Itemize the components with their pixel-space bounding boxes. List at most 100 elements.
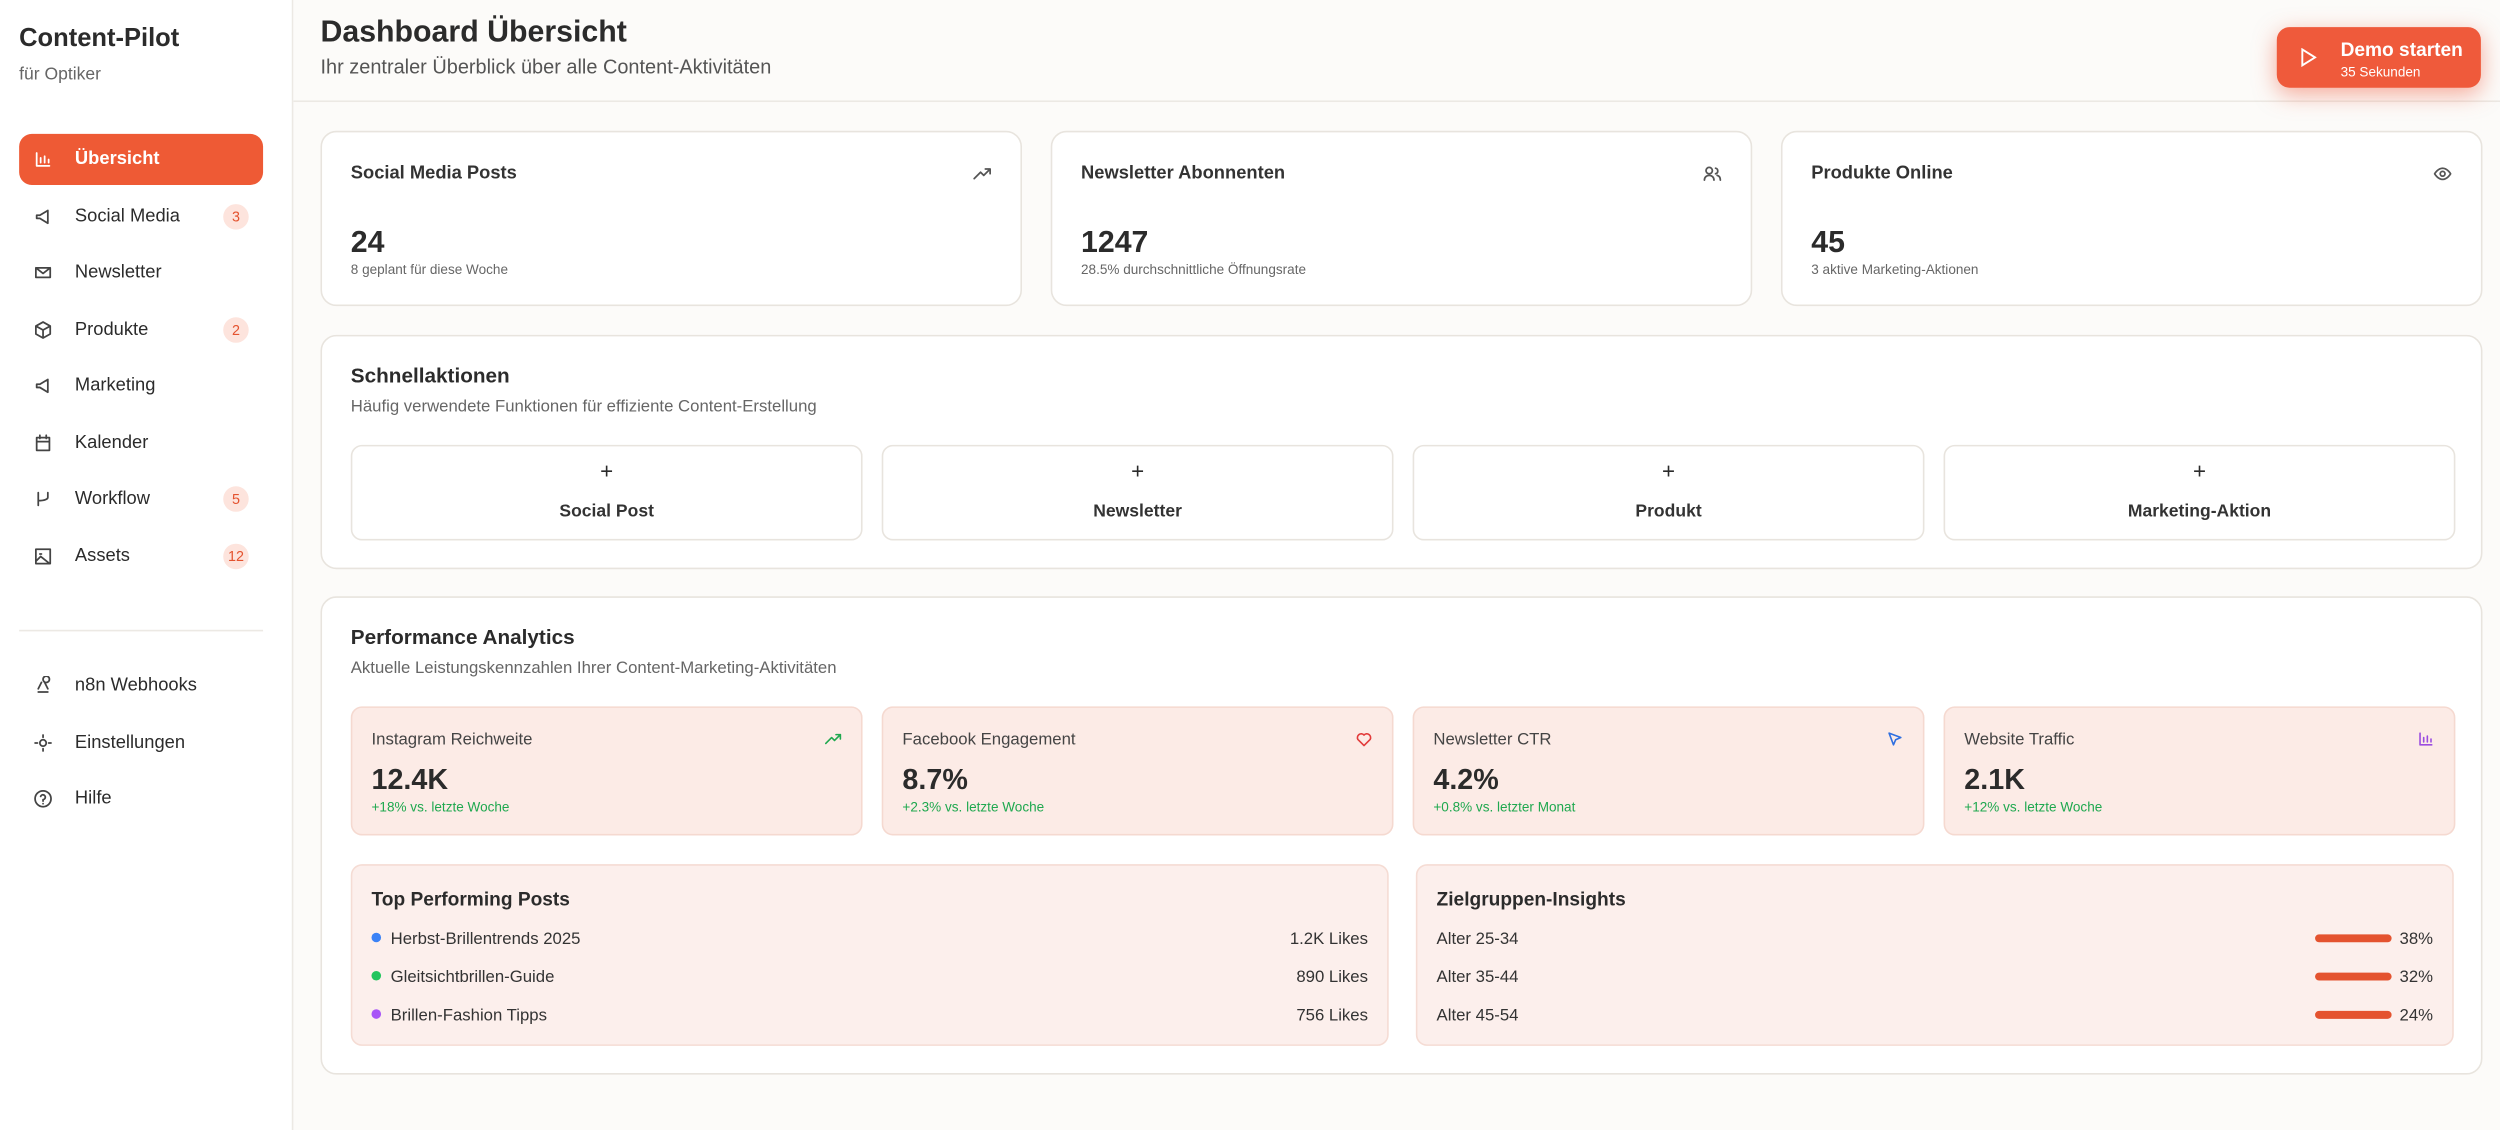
icon [35, 208, 49, 224]
post-name: Gleitsichtbrillen-Guide [390, 967, 555, 987]
insight-share: 24% [2399, 1006, 2434, 1026]
metric-card: Facebook Engagement 8.7% +2.3% vs. letzte … [881, 706, 1394, 836]
nav-label: Assets [74, 546, 130, 566]
post-row: Brillen-Fashion Tipps 756 Likes [371, 1006, 1368, 1028]
nav-item[interactable]: n8n Webhooks [19, 660, 263, 711]
metric-label: Instagram Reichweite [371, 730, 533, 750]
metric-card: Website Traffic 2.1K +12% vs. letzte Woche [1943, 706, 2456, 836]
metric-change: +12% vs. letzte Woche [1964, 798, 2103, 815]
brand-subtitle: für Optiker [19, 65, 102, 85]
insights: Zielgruppen-Insights Alter 25-34 38% Alter… [1415, 864, 2454, 1046]
icon [1703, 166, 1722, 182]
icon [37, 676, 51, 693]
nav-item[interactable]: Übersicht [19, 133, 264, 185]
icon [973, 168, 991, 180]
nav-item[interactable]: Assets 12 [19, 530, 263, 581]
insight-share: 38% [2399, 929, 2434, 949]
page-title: Dashboard Übersicht [320, 15, 627, 50]
nav-item[interactable]: Hilfe [19, 773, 263, 824]
icon [34, 733, 52, 752]
top-posts: Top Performing Posts Herbst-Brillentrend… [350, 864, 1389, 1046]
insight-row: Alter 35-44 32% [1437, 968, 2434, 990]
nav-item[interactable]: Marketing [19, 360, 263, 411]
insight-row: Alter 25-34 38% [1437, 930, 2434, 952]
panel-subtitle: Aktuelle Leistungskennzahlen Ihrer Conte… [350, 658, 837, 678]
metric-change: +2.3% vs. letzte Woche [902, 798, 1045, 815]
insight-bar [2315, 934, 2392, 943]
icon [34, 320, 52, 339]
icon [35, 433, 51, 451]
divider [19, 629, 264, 632]
metric-value: 4.2% [1433, 763, 1499, 796]
nav-item[interactable]: Newsletter [19, 247, 263, 298]
plus-icon: + [1662, 457, 1676, 484]
nav-label: n8n Webhooks [74, 676, 197, 696]
metric-card: Newsletter CTR 4.2% +0.8% vs. letzter Mona… [1412, 706, 1925, 836]
nav-item[interactable]: Kalender [19, 417, 263, 468]
nav-label: Übersicht [74, 149, 160, 170]
quick-action[interactable]: + Produkt [1412, 444, 1925, 541]
demo-button[interactable]: Demo starten 35 Sekunden [2276, 27, 2481, 88]
quick-action[interactable]: + Social Post [350, 444, 863, 541]
stat-note: 3 aktive Marketing-Aktionen [1811, 261, 1979, 278]
metric-change: +18% vs. letzte Woche [371, 798, 510, 815]
dot [371, 1009, 382, 1019]
stat-card: Produkte Online 45 3 aktive Marketing-Akti… [1780, 130, 2483, 307]
metric-label: Website Traffic [1964, 730, 2075, 750]
stat-card: Newsletter Abonnenten 1247 28.5% durchschn… [1050, 130, 1753, 307]
plus-icon: + [600, 457, 614, 484]
post-likes: 756 Likes [1296, 1006, 1368, 1026]
card-title: Top Performing Posts [371, 888, 570, 911]
header: Dashboard Übersicht Ihr zentraler Überbl… [293, 0, 2500, 103]
quick-action-label: Social Post [559, 502, 654, 522]
nav-label: Marketing [74, 376, 156, 396]
quick-actions-panel: Schnellaktionen Häufig verwendete Funkti… [320, 334, 2483, 570]
insight-row: Alter 45-54 24% [1437, 1006, 2434, 1028]
insight-label: Alter 25-34 [1436, 929, 1519, 949]
plus-icon: + [2192, 457, 2207, 484]
post-likes: 890 Likes [1296, 967, 1368, 987]
nav-item[interactable]: Produkte 2 [19, 304, 263, 355]
nav-item[interactable]: Einstellungen [19, 717, 263, 768]
metric-value: 2.1K [1964, 763, 2025, 796]
icon [35, 152, 51, 167]
post-name: Herbst-Brillentrends 2025 [390, 929, 581, 949]
metric-value: 8.7% [902, 763, 968, 796]
nav-label: Kalender [74, 432, 149, 453]
post-likes: 1.2K Likes [1289, 929, 1368, 949]
brand: Content-Pilot [19, 25, 180, 53]
icon [824, 733, 842, 745]
metric-value: 12.4K [371, 763, 449, 796]
nav-item[interactable]: Social Media 3 [19, 191, 263, 242]
insight-bar [2315, 1010, 2392, 1019]
icon [37, 491, 49, 507]
quick-action-label: Marketing-Aktion [2127, 502, 2272, 522]
quick-action[interactable]: + Newsletter [881, 444, 1394, 541]
quick-action-label: Produkt [1635, 502, 1702, 522]
stat-value: 1247 [1081, 226, 1149, 260]
nav-item[interactable]: Workflow 5 [19, 474, 263, 525]
card-title: Zielgruppen-Insights [1436, 888, 1626, 911]
quick-action[interactable]: + Marketing-Aktion [1943, 444, 2456, 541]
demo-sub: 35 Sekunden [2340, 63, 2421, 80]
nav-badge: 5 [223, 486, 249, 512]
insight-share: 32% [2399, 967, 2434, 987]
post-row: Herbst-Brillentrends 2025 1.2K Likes [371, 930, 1368, 952]
nav-label: Einstellungen [74, 732, 186, 752]
analytics-panel: Performance Analytics Aktuelle Leistungs… [320, 596, 2483, 1075]
insight-label: Alter 35-44 [1436, 967, 1519, 987]
panel-title: Performance Analytics [350, 625, 575, 649]
post-name: Brillen-Fashion Tipps [390, 1006, 547, 1026]
nav-label: Newsletter [74, 263, 162, 283]
stat-value: 24 [350, 226, 385, 260]
stat-note: 28.5% durchschnittliche Öffnungsrate [1081, 261, 1307, 278]
page-subtitle: Ihr zentraler Überblick über alle Conten… [320, 55, 772, 79]
play-icon [2301, 47, 2317, 67]
stat-note: 8 geplant für diese Woche [350, 261, 508, 278]
nav-label: Social Media [74, 206, 180, 226]
metric-change: +0.8% vs. letzter Monat [1433, 798, 1576, 815]
panel-title: Schnellaktionen [350, 363, 510, 388]
